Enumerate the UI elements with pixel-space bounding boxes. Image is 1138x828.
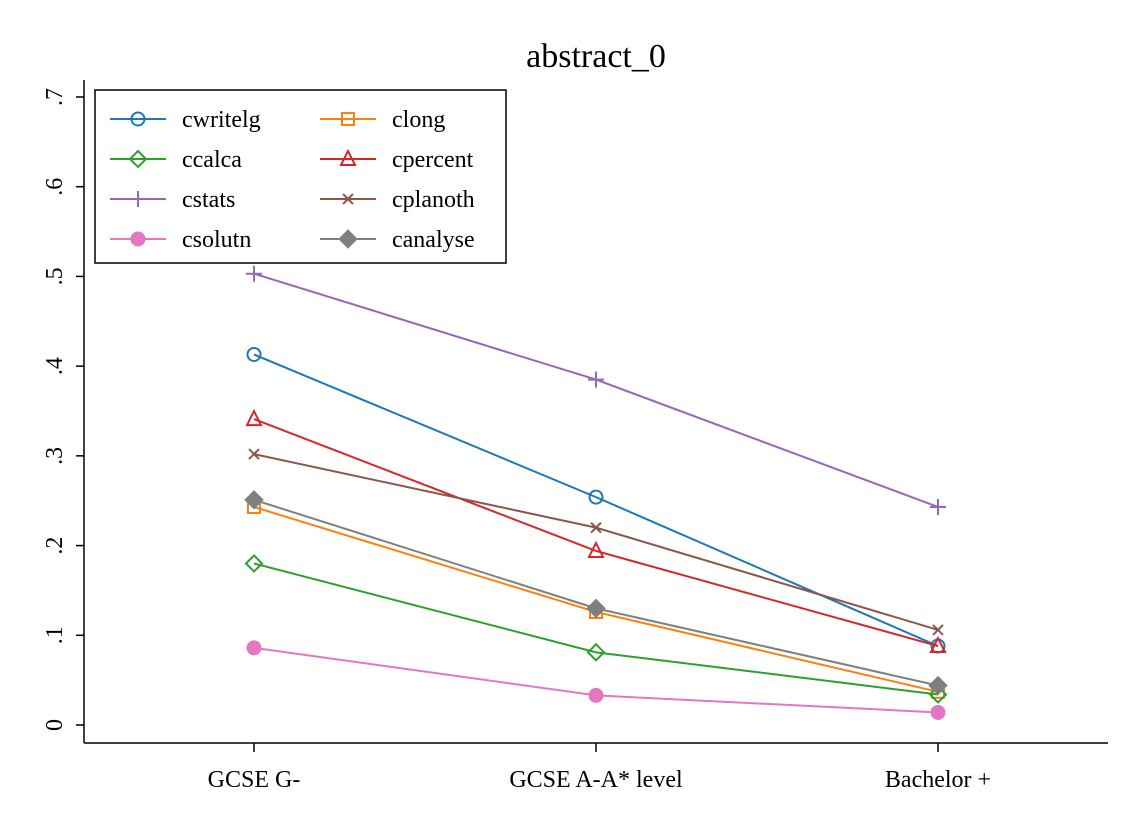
chart-title: abstract_0 <box>526 38 666 75</box>
legend-marker <box>342 193 354 205</box>
series-line <box>253 418 939 648</box>
legend-item-ccalca: ccalca <box>110 147 242 173</box>
legend-label: cpercent <box>392 147 474 173</box>
legend-marker <box>130 191 146 207</box>
x-tick-label: GCSE G- <box>208 767 301 793</box>
legend-label: canalyse <box>392 227 475 253</box>
legend-label: cwritelg <box>182 107 261 133</box>
legend-label: csolutn <box>182 227 251 253</box>
legend-label: clong <box>392 107 445 133</box>
x-tick-label: GCSE A-A* level <box>509 767 683 793</box>
data-point <box>930 498 946 515</box>
axes: 0 .1 .2 .3 .4 .5 .6 .7 GCSE G- GCSE A-A* level Bac… <box>42 80 1108 793</box>
data-point <box>245 408 263 427</box>
data-point <box>928 685 948 704</box>
legend-marker <box>339 148 357 166</box>
y-tick-label: .5 <box>42 267 68 285</box>
legend-marker <box>338 229 358 249</box>
series-cpercent <box>245 408 947 654</box>
legend-item-cwritelg: cwritelg <box>110 107 261 133</box>
x-tick-label: Bachelor + <box>885 767 991 793</box>
legend-item-clong: clong <box>320 107 445 133</box>
y-tick-label: .1 <box>42 626 68 644</box>
legend-marker <box>128 149 148 169</box>
legend-marker <box>341 112 355 126</box>
legend-label: ccalca <box>182 147 242 173</box>
series-line <box>253 272 939 508</box>
data-point <box>587 540 605 558</box>
data-point <box>932 624 944 636</box>
legend-item-csolutn: csolutn <box>110 227 251 253</box>
series-cplanoth <box>248 448 944 636</box>
series-ccalca <box>244 554 948 704</box>
data-point <box>588 687 604 703</box>
legend-item-cpercent: cpercent <box>320 147 474 173</box>
series-cstats <box>246 265 946 515</box>
legend-label: cstats <box>182 187 235 213</box>
data-point <box>586 598 606 619</box>
data-point <box>244 490 264 510</box>
series-csolutn <box>246 640 946 720</box>
y-tick-label: 0 <box>42 719 68 731</box>
data-point <box>244 554 264 573</box>
data-point <box>246 346 262 362</box>
data-point <box>246 640 262 656</box>
data-point <box>930 704 946 720</box>
data-point <box>928 675 948 696</box>
legend: cwritelg clong ccalca cpercent cstats cplanot… <box>94 89 507 264</box>
legend-label: cplanoth <box>392 187 475 213</box>
data-point <box>588 489 604 505</box>
data-point <box>246 265 262 282</box>
legend-item-cstats: cstats <box>110 187 235 213</box>
series-canalyse <box>244 490 948 696</box>
y-tick-label: .4 <box>42 357 68 375</box>
legend-marker <box>130 111 146 127</box>
series-group <box>244 265 948 720</box>
legend-item-canalyse: canalyse <box>320 227 475 253</box>
data-point <box>586 642 606 662</box>
data-point <box>590 521 602 534</box>
series-line <box>253 562 939 696</box>
legend-item-cplanoth: cplanoth <box>320 187 475 213</box>
data-point <box>929 635 947 654</box>
data-point <box>248 448 260 460</box>
legend-marker <box>130 231 146 247</box>
data-point <box>588 371 604 388</box>
y-tick-label: .6 <box>42 178 68 196</box>
y-tick-label: .3 <box>42 447 68 465</box>
y-tick-label: .2 <box>42 537 68 555</box>
y-tick-label: .7 <box>42 88 68 106</box>
